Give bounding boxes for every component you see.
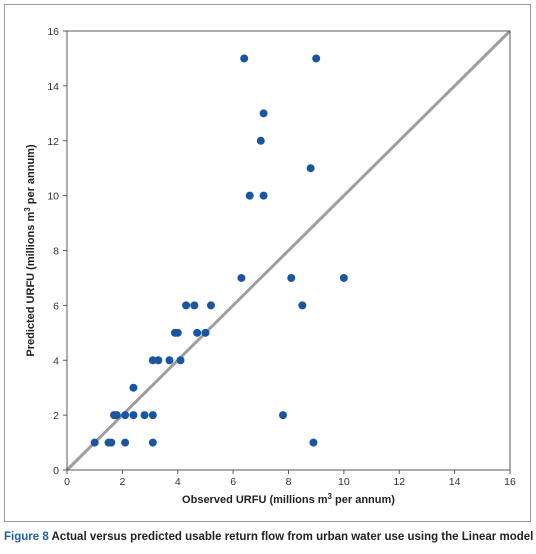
data-point bbox=[121, 438, 130, 447]
x-axis-title: Observed URFU (millions m3 per annum) bbox=[182, 492, 395, 506]
data-point bbox=[201, 328, 210, 337]
y-tick-label: 0 bbox=[53, 465, 59, 477]
data-point bbox=[256, 136, 265, 145]
x-tick-label: 14 bbox=[449, 476, 461, 488]
data-point bbox=[240, 54, 249, 63]
data-point bbox=[339, 273, 348, 282]
x-tick-label: 0 bbox=[64, 476, 70, 488]
data-point bbox=[129, 383, 138, 392]
data-point bbox=[193, 328, 202, 337]
x-tick-label: 6 bbox=[230, 476, 236, 488]
y-tick-label: 12 bbox=[47, 136, 59, 148]
figure-caption: Figure 8 Actual versus predicted usable … bbox=[4, 531, 534, 543]
data-point bbox=[107, 438, 116, 447]
y-tick-label: 14 bbox=[47, 81, 59, 93]
data-point bbox=[148, 356, 157, 365]
data-point bbox=[312, 54, 321, 63]
data-point bbox=[148, 438, 157, 447]
data-point bbox=[245, 191, 254, 200]
points-layer bbox=[90, 54, 348, 447]
data-point bbox=[173, 328, 182, 337]
figure-label: Figure 8 bbox=[4, 531, 49, 543]
data-point bbox=[278, 411, 287, 420]
chart-frame bbox=[4, 4, 531, 522]
data-point bbox=[148, 411, 157, 420]
x-tick-label: 12 bbox=[393, 476, 405, 488]
y-tick-label: 8 bbox=[53, 246, 59, 258]
y-tick-label: 2 bbox=[53, 410, 59, 422]
y-tick-label: 4 bbox=[53, 355, 59, 367]
x-tick-label: 16 bbox=[504, 476, 516, 488]
data-point bbox=[206, 301, 215, 310]
data-point bbox=[309, 438, 318, 447]
data-point bbox=[237, 273, 246, 282]
data-point bbox=[90, 438, 99, 447]
y-tick-label: 10 bbox=[47, 191, 59, 203]
data-point bbox=[176, 356, 185, 365]
x-tick-label: 4 bbox=[175, 476, 181, 488]
x-tick-label: 8 bbox=[286, 476, 292, 488]
data-point bbox=[140, 411, 149, 420]
ticks-layer: 0 2 4 6 8 10 12 14 16 0 2 4 6 8 10 12 14 16 bbox=[47, 26, 516, 488]
y-tick-label: 6 bbox=[53, 300, 59, 312]
data-point bbox=[165, 356, 174, 365]
data-point bbox=[298, 301, 307, 310]
y-axis-title: Predicted URFU (millions m3 per annum) bbox=[23, 144, 37, 357]
data-point bbox=[129, 411, 138, 420]
caption-text: Actual versus predicted usable return fl… bbox=[48, 531, 534, 543]
data-point bbox=[121, 411, 130, 420]
data-point bbox=[112, 411, 121, 420]
data-point bbox=[259, 191, 268, 200]
reference-line bbox=[65, 29, 512, 472]
x-tick-label: 2 bbox=[119, 476, 125, 488]
data-point bbox=[154, 356, 163, 365]
data-point bbox=[259, 109, 268, 118]
data-point bbox=[190, 301, 199, 310]
x-tick-label: 10 bbox=[338, 476, 350, 488]
reference-line-layer bbox=[65, 29, 512, 472]
data-point bbox=[182, 301, 191, 310]
data-point bbox=[306, 164, 315, 173]
y-tick-label: 16 bbox=[47, 26, 59, 38]
data-point bbox=[287, 273, 296, 282]
